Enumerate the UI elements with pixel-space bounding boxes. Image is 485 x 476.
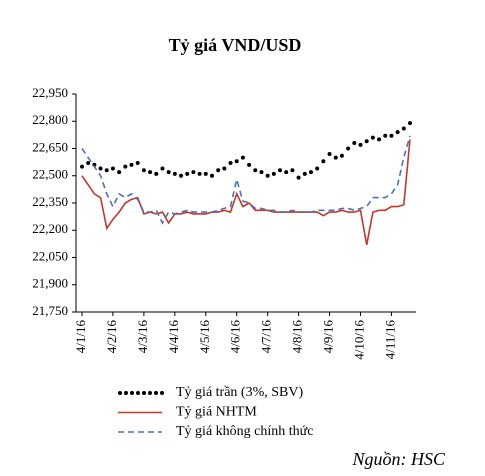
data-line <box>81 139 411 245</box>
y-tick-label: 22,650 <box>32 139 68 154</box>
y-tick-label: 22,800 <box>32 112 68 127</box>
legend-swatch <box>124 391 128 395</box>
data-point <box>216 168 221 173</box>
data-point <box>179 173 184 178</box>
data-point <box>327 151 332 156</box>
y-tick-label: 22,350 <box>32 194 68 209</box>
data-point <box>148 170 153 175</box>
data-point <box>172 171 177 176</box>
data-point <box>185 171 190 176</box>
data-point <box>240 155 245 160</box>
data-point <box>408 121 412 126</box>
chart-title: Tỷ giá VND/USD <box>169 35 302 55</box>
data-point <box>129 162 134 167</box>
data-point <box>234 159 239 164</box>
legend-swatch <box>142 391 146 395</box>
data-point <box>197 171 202 176</box>
x-tick-label: 4/10/16 <box>351 320 366 360</box>
data-point <box>154 171 159 176</box>
y-tick-label: 22,950 <box>32 85 68 100</box>
x-tick-label: 4/6/16 <box>228 320 243 354</box>
legend-swatch <box>136 391 140 395</box>
data-point <box>228 161 233 166</box>
data-point <box>253 168 258 173</box>
legend-swatch <box>154 391 158 395</box>
data-point <box>278 168 283 173</box>
legend-swatch <box>160 391 164 395</box>
data-point <box>123 164 128 169</box>
x-tick-label: 4/4/16 <box>166 320 181 354</box>
data-point <box>290 168 295 173</box>
x-tick-label: 4/3/16 <box>135 320 150 354</box>
data-point <box>104 168 109 173</box>
x-tick-label: 4/1/16 <box>73 320 88 354</box>
x-tick-label: 4/8/16 <box>290 320 305 354</box>
data-point <box>377 137 382 142</box>
data-point <box>271 171 276 176</box>
source: Nguồn: HSC <box>351 449 445 469</box>
y-tick-label: 22,200 <box>32 221 68 236</box>
y-tick-label: 22,500 <box>32 167 68 182</box>
y-tick-label: 21,900 <box>32 276 68 291</box>
x-tick-label: 4/9/16 <box>321 320 336 354</box>
data-point <box>401 126 406 131</box>
data-point <box>370 135 375 140</box>
data-line <box>81 135 411 225</box>
data-point <box>191 170 196 175</box>
data-point <box>86 161 91 166</box>
x-tick-label: 4/2/16 <box>104 320 119 354</box>
data-point <box>141 168 146 173</box>
data-point <box>358 142 363 147</box>
x-tick-label: 4/11/16 <box>382 320 397 360</box>
data-point <box>265 173 270 178</box>
data-point <box>296 175 301 180</box>
data-point <box>135 161 140 166</box>
x-tick-label: 4/5/16 <box>197 320 212 354</box>
legend-label: Tỷ giá không chính thức <box>176 424 313 439</box>
data-point <box>352 141 357 146</box>
data-point <box>80 164 84 169</box>
data-point <box>259 170 264 175</box>
data-point <box>160 166 165 171</box>
data-point <box>209 173 214 178</box>
data-point <box>333 155 338 160</box>
legend-label: Tỷ giá trần (3%, SBV) <box>176 385 303 400</box>
data-point <box>203 171 208 176</box>
data-point <box>284 170 289 175</box>
data-point <box>389 133 394 138</box>
y-tick-label: 22,050 <box>32 248 68 263</box>
data-point <box>110 166 115 171</box>
data-point <box>166 170 171 175</box>
legend-swatch <box>130 391 134 395</box>
data-point <box>339 153 344 158</box>
data-point <box>395 130 400 135</box>
data-point <box>383 133 388 138</box>
data-point <box>364 139 369 144</box>
data-point <box>346 146 351 151</box>
data-point <box>315 166 320 171</box>
data-point <box>117 170 122 175</box>
legend-label: Tỷ giá NHTM <box>176 405 257 420</box>
x-tick-label: 4/7/16 <box>259 320 274 354</box>
y-tick-label: 21,750 <box>32 303 68 318</box>
data-point <box>222 166 227 171</box>
legend-swatch <box>118 391 122 395</box>
legend-swatch <box>148 391 152 395</box>
data-point <box>247 162 252 167</box>
data-point <box>308 170 313 175</box>
data-point <box>321 159 326 164</box>
data-point <box>302 171 307 176</box>
data-point <box>98 166 103 171</box>
